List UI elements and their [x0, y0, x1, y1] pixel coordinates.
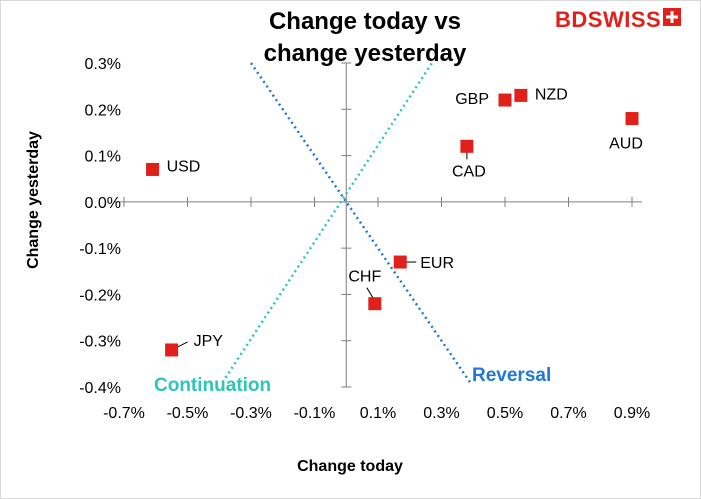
y-tick-label: 0.0% [85, 195, 121, 212]
swiss-cross-icon [663, 8, 682, 26]
bdswiss-logo: BDSWISS [555, 7, 682, 37]
x-tick-label: 0.9% [614, 405, 650, 422]
y-tick-label: 0.1% [85, 149, 121, 166]
data-point-label: GBP [455, 91, 489, 108]
y-tick-label: 0.3% [85, 56, 121, 73]
data-point-label: EUR [420, 255, 454, 272]
x-tick-label: 0.5% [487, 405, 523, 422]
y-tick-label: 0.2% [85, 102, 121, 119]
x-tick-label: -0.1% [294, 405, 336, 422]
x-tick-label: 0.7% [550, 405, 586, 422]
reference-line-continuation [221, 62, 434, 384]
data-point-label: CHF [348, 269, 381, 286]
x-axis-title: Change today [297, 458, 403, 475]
reference-line-label: Reversal [472, 365, 551, 386]
y-tick-label: -0.4% [79, 380, 121, 397]
x-tick-label: -0.3% [230, 405, 272, 422]
data-point-label: USD [167, 158, 201, 175]
data-point-label: AUD [609, 136, 643, 153]
logo-text: BDSWISS [555, 7, 662, 32]
y-axis-title: Change yesterday [25, 131, 42, 269]
data-point-eur [393, 255, 407, 269]
chart-title: Change today vs change yesterday [263, 8, 467, 67]
data-point-aud [625, 112, 639, 126]
data-point-nzd [514, 88, 528, 102]
data-point-chf [368, 297, 382, 311]
data-point-cad [460, 139, 474, 153]
data-point-label: CAD [452, 163, 486, 180]
data-point-label: NZD [535, 86, 568, 103]
data-point-jpy [165, 343, 179, 357]
y-tick-label: -0.3% [79, 334, 121, 351]
x-tick-label: 0.1% [360, 405, 396, 422]
point-leader-line [177, 341, 188, 348]
x-tick-label: -0.5% [167, 405, 209, 422]
data-point-gbp [498, 93, 512, 107]
data-point-usd [146, 162, 160, 176]
x-tick-label: 0.3% [423, 405, 459, 422]
y-tick-label: -0.1% [79, 241, 121, 258]
reference-line-label: Continuation [154, 375, 271, 396]
data-point-label: JPY [194, 333, 224, 350]
y-tick-label: -0.2% [79, 287, 121, 304]
reference-line-reversal [249, 62, 472, 384]
x-tick-label: -0.7% [103, 405, 145, 422]
point-leader-line [366, 287, 374, 298]
